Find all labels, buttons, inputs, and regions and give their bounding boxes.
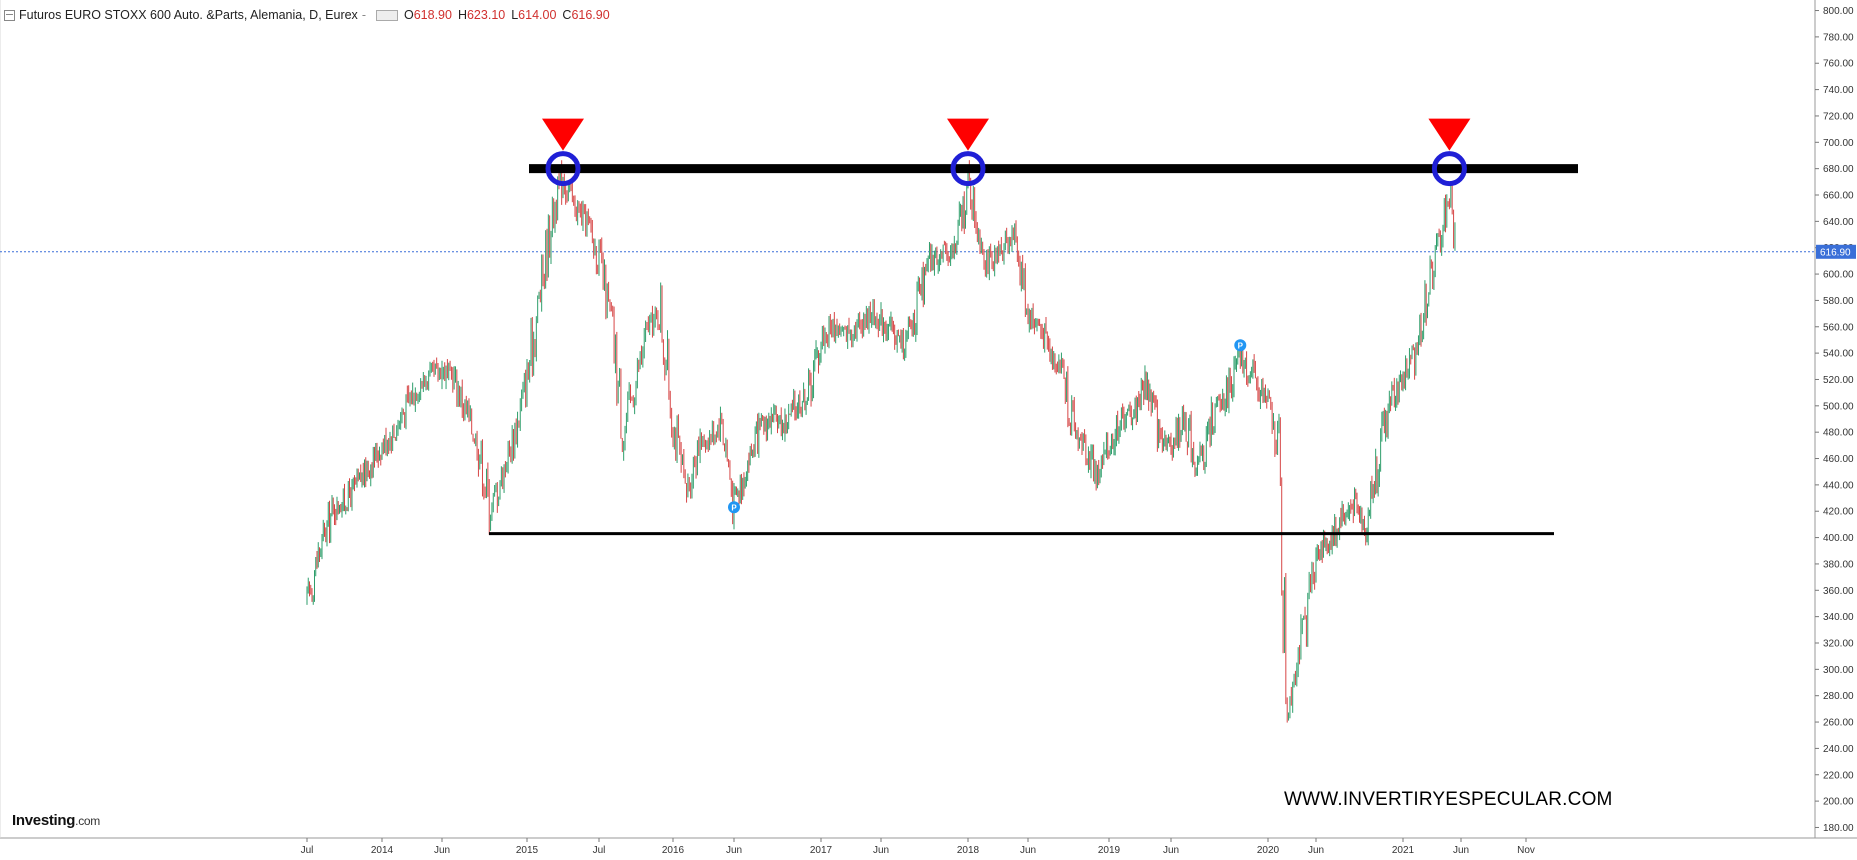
title-dash: - (361, 8, 366, 22)
resistance-touch-circle (950, 151, 986, 187)
pivot-marker (728, 501, 740, 514)
ohlc-close: C616.90 (562, 8, 610, 22)
x-tick-label: 2014 (371, 845, 394, 856)
resistance-touch-triangle (542, 118, 584, 151)
resistance-touch-circle (1431, 151, 1467, 187)
y-tick-label: 400.00 (1823, 533, 1854, 544)
pivot-marker-label: P (1238, 342, 1244, 351)
y-tick-label: 460.00 (1823, 454, 1854, 465)
y-tick-label: 300.00 (1823, 665, 1854, 676)
y-tick-label: 600.00 (1823, 270, 1854, 281)
y-tick-label: 240.00 (1823, 744, 1854, 755)
y-tick-label: 640.00 (1823, 217, 1854, 228)
chart-title: Futuros EURO STOXX 600 Auto. &Parts, Ale… (19, 8, 358, 22)
x-tick-label: Jun (1163, 845, 1179, 856)
y-tick-label: 680.00 (1823, 164, 1854, 175)
last-price-tag (1816, 244, 1856, 259)
resistance-touch-circle (545, 151, 581, 187)
settings-icon[interactable] (375, 9, 398, 21)
y-tick-label: 180.00 (1823, 823, 1854, 834)
y-tick-label: 560.00 (1823, 322, 1854, 333)
x-tick-label: 2016 (662, 845, 685, 856)
candles (306, 160, 1456, 723)
y-tick-label: 480.00 (1823, 428, 1854, 439)
y-tick-label: 740.00 (1823, 85, 1854, 96)
last-price-tag-label: 616.90 (1820, 247, 1851, 258)
x-tick-label: 2017 (810, 845, 833, 856)
y-tick-label: 520.00 (1823, 375, 1854, 386)
x-tick-label: Jun (1020, 845, 1036, 856)
y-tick-label: 780.00 (1823, 32, 1854, 43)
y-tick-label: 800.00 (1823, 6, 1854, 17)
y-tick-label: 540.00 (1823, 349, 1854, 360)
collapse-icon[interactable] (4, 9, 15, 21)
chart-header: Futuros EURO STOXX 600 Auto. &Parts, Ale… (4, 8, 610, 22)
brand-suffix: .com (75, 814, 100, 828)
y-tick-label: 260.00 (1823, 718, 1854, 729)
y-tick-label: 220.00 (1823, 770, 1854, 781)
y-tick-label: 280.00 (1823, 691, 1854, 702)
resistance-touch-triangle (1428, 118, 1471, 151)
y-tick-label: 760.00 (1823, 59, 1854, 70)
x-tick-label: Jun (434, 845, 450, 856)
y-tick-label: 320.00 (1823, 638, 1854, 649)
pivot-marker (1234, 339, 1247, 352)
x-tick-label: Jun (1453, 845, 1469, 856)
x-tick-label: 2019 (1098, 845, 1121, 856)
y-tick-label: 660.00 (1823, 191, 1854, 202)
y-tick-label: 720.00 (1823, 111, 1854, 122)
y-tick-label: 380.00 (1823, 559, 1854, 570)
ohlc-low: L614.00 (511, 8, 557, 22)
x-tick-label: Jun (1308, 845, 1324, 856)
pivot-marker-label: P (731, 504, 737, 513)
y-tick-label: 360.00 (1823, 586, 1854, 597)
x-tick-label: Jul (593, 845, 606, 856)
x-tick-label: Jun (873, 845, 889, 856)
y-tick-label: 200.00 (1823, 797, 1854, 808)
x-tick-label: 2020 (1257, 845, 1280, 856)
y-tick-label: 700.00 (1823, 138, 1854, 149)
brand-name: Investing (12, 812, 76, 829)
x-tick-label: Nov (1517, 845, 1535, 856)
x-tick-label: Jun (726, 845, 742, 856)
x-tick-label: 2015 (516, 845, 539, 856)
resistance-touch-triangle (947, 118, 989, 151)
ohlc-high: H623.10 (457, 8, 506, 22)
y-tick-label: 580.00 (1823, 296, 1854, 307)
y-tick-label: 440.00 (1823, 480, 1854, 491)
x-tick-label: Jul (301, 845, 314, 856)
site-watermark: WWW.INVERTIRYESPECULAR.COM (1284, 789, 1613, 810)
brand-logo: Investing.com (12, 812, 100, 829)
ohlc-open: O618.90 (403, 8, 452, 22)
y-tick-label: 340.00 (1823, 612, 1854, 623)
x-tick-label: 2021 (1392, 845, 1415, 856)
y-tick-label: 500.00 (1823, 401, 1854, 412)
y-tick-label: 420.00 (1823, 507, 1854, 518)
x-tick-label: 2018 (957, 845, 980, 856)
